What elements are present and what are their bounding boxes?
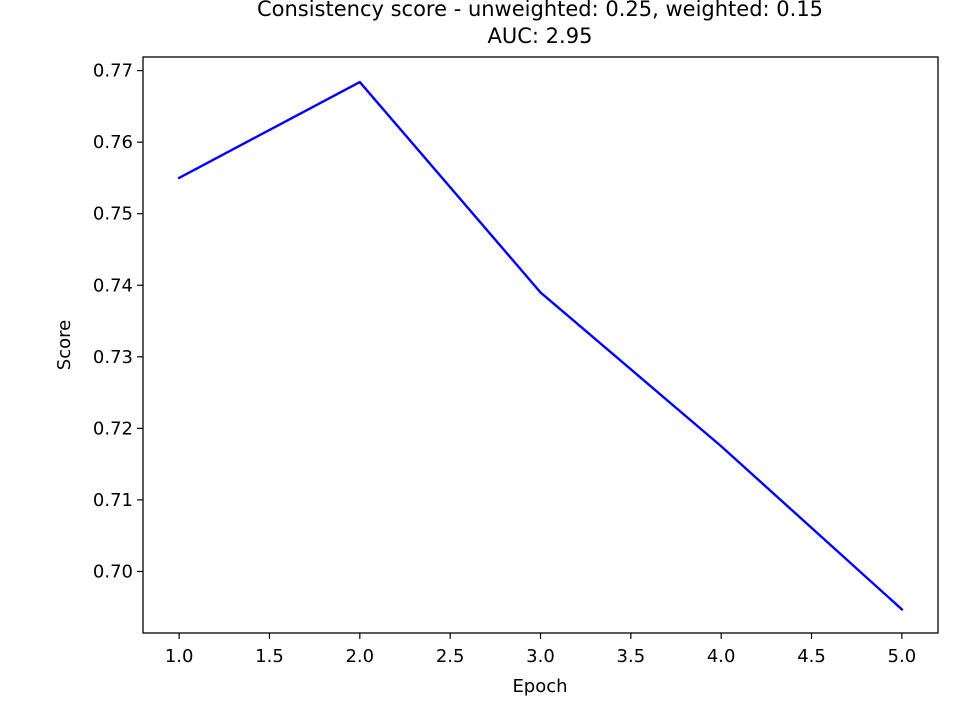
x-tick-label: 2.5 bbox=[436, 646, 465, 667]
y-tick-label: 0.74 bbox=[93, 275, 133, 296]
x-axis: 1.0 1.5 2.0 2.5 3.0 3.5 4.0 4.5 5.0 bbox=[165, 633, 916, 667]
y-tick-label: 0.72 bbox=[93, 418, 133, 439]
x-tick-label: 4.0 bbox=[707, 646, 736, 667]
x-axis-label: Epoch bbox=[512, 676, 567, 697]
chart-title-line-2: AUC: 2.95 bbox=[488, 24, 593, 48]
y-tick-label: 0.76 bbox=[93, 132, 133, 153]
x-tick-label: 5.0 bbox=[888, 646, 917, 667]
plot-frame bbox=[142, 56, 939, 634]
y-tick-label: 0.77 bbox=[93, 61, 133, 82]
plot-area bbox=[142, 56, 939, 634]
y-tick-label: 0.70 bbox=[93, 561, 133, 582]
x-tick-label: 4.5 bbox=[797, 646, 826, 667]
y-axis: 0.70 0.71 0.72 0.73 0.74 0.75 0.76 0.77 bbox=[93, 61, 143, 582]
chart-title: Consistency score - unweighted: 0.25, we… bbox=[257, 0, 823, 48]
y-tick-label: 0.71 bbox=[93, 490, 133, 511]
x-tick-label: 1.5 bbox=[255, 646, 284, 667]
y-tick-label: 0.75 bbox=[93, 204, 133, 225]
x-tick-label: 1.0 bbox=[165, 646, 194, 667]
y-axis-label: Score bbox=[54, 320, 75, 370]
y-tick-label: 0.73 bbox=[93, 347, 133, 368]
series-group bbox=[177, 80, 904, 612]
chart-title-line-1: Consistency score - unweighted: 0.25, we… bbox=[257, 0, 823, 21]
x-tick-label: 2.0 bbox=[345, 646, 374, 667]
x-tick-label: 3.0 bbox=[526, 646, 555, 667]
x-tick-label: 3.5 bbox=[617, 646, 646, 667]
series-line-0 bbox=[177, 80, 904, 612]
